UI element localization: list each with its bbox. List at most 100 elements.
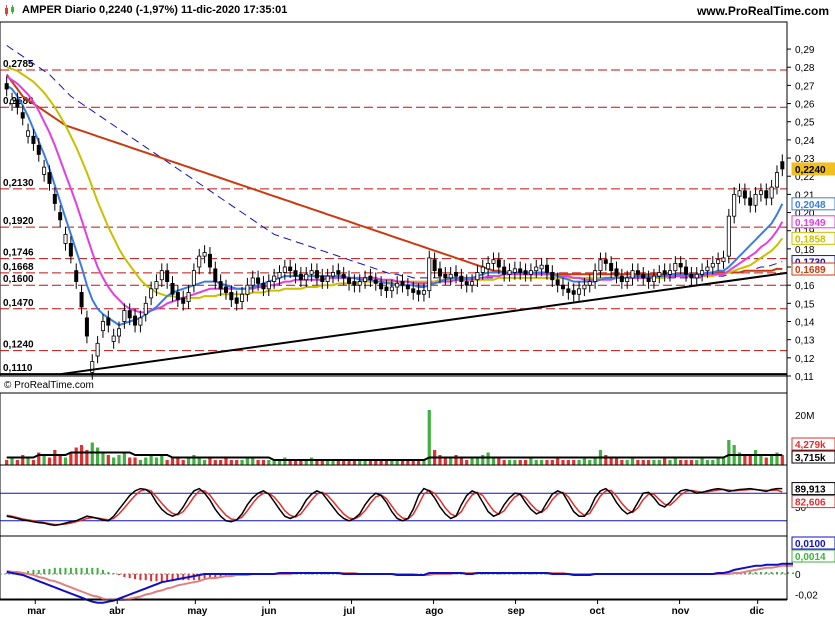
volume-bar (507, 460, 512, 465)
volume-bar (267, 460, 271, 465)
volume-bar (684, 460, 688, 465)
volume-bar (780, 455, 784, 465)
volume-bar (74, 447, 78, 465)
candle (191, 270, 196, 286)
candle (325, 275, 330, 282)
volume-bar (101, 452, 105, 465)
x-tick-label: mar (27, 606, 45, 617)
candle (336, 270, 341, 275)
macd-histogram-bar (540, 574, 543, 575)
macd-histogram-bar (331, 574, 334, 575)
volume-bar (181, 460, 185, 465)
candle (694, 273, 699, 279)
candle (400, 281, 405, 286)
volume-bar (593, 457, 597, 465)
macd-histogram-bar (139, 574, 142, 581)
candle (454, 272, 459, 277)
candle (207, 253, 212, 268)
volume-bar (186, 457, 191, 465)
volume-pane: 20M 4,279k 3,715k (0, 392, 835, 466)
macd-histogram-bar (96, 567, 99, 574)
last-value-badge: 82,606 (795, 498, 826, 509)
price-level-label: 0,2785 (3, 59, 34, 70)
last-value-badge-box (791, 495, 835, 509)
last-value-badge-box (791, 437, 835, 451)
macd-histogram-bar (69, 567, 72, 574)
candle (58, 212, 63, 221)
volume-bar (320, 460, 324, 465)
candle (464, 281, 469, 286)
volume-bar (625, 460, 629, 465)
volume-bar (577, 460, 581, 465)
x-tick-label: nov (672, 606, 690, 617)
candle (363, 277, 368, 282)
volume-bar (42, 455, 46, 465)
price-level-label: 0,1600 (3, 274, 34, 285)
candle (421, 290, 426, 295)
candle (111, 335, 116, 342)
candle (448, 273, 453, 279)
candle (496, 259, 501, 268)
volume-bar (422, 460, 426, 465)
candle (534, 266, 539, 272)
volume-bar (293, 460, 298, 465)
volume-bar (534, 460, 538, 465)
candle (571, 290, 576, 295)
candle (165, 270, 170, 282)
candle (684, 266, 689, 275)
volume-bar (668, 460, 672, 465)
volume-bar (443, 457, 447, 465)
macd-histogram-bar (455, 574, 458, 575)
macd-histogram-bar (230, 574, 233, 577)
macd-histogram-bar (519, 574, 522, 575)
volume-bar (545, 460, 549, 465)
y-tick-label: 0,11 (795, 372, 814, 383)
macd-histogram-bar (150, 574, 153, 582)
volume-bar (224, 457, 228, 465)
x-tick-label: sep (508, 606, 525, 617)
volume-bar (331, 460, 335, 465)
volume-bar (58, 455, 62, 465)
macd-histogram-bar (101, 569, 104, 574)
candle (716, 259, 721, 264)
volume-bar (475, 457, 480, 465)
last-value-badge: 89,913 (795, 485, 826, 496)
last-value-badge-box (791, 162, 835, 176)
candle (667, 270, 672, 275)
volume-bar (79, 445, 84, 465)
volume-bar (31, 460, 36, 465)
x-tick-label: may (187, 606, 207, 617)
candle (197, 255, 202, 268)
candle (651, 275, 656, 282)
candle (646, 277, 651, 282)
volume-bar (235, 460, 239, 465)
volume-bar (502, 460, 506, 465)
volume-bar (673, 457, 677, 465)
candle (774, 172, 779, 188)
macd-histogram-bar (16, 571, 19, 574)
macd-histogram-bar (182, 574, 185, 581)
volume-bar (229, 460, 233, 465)
price-level-label: 0,1470 (3, 298, 34, 309)
candle (726, 215, 731, 257)
volume-bar (63, 457, 68, 465)
macd-histogram-bar (85, 567, 88, 574)
macd-histogram-bar (219, 574, 222, 578)
candle (266, 281, 271, 290)
macd-histogram-bar (299, 574, 302, 575)
volume-bar (368, 460, 373, 465)
macd-histogram-bar (37, 569, 40, 574)
volume-bar (556, 457, 560, 465)
volume-bar (26, 457, 30, 465)
candle (587, 281, 592, 286)
price-pane: 0,27850,25800,21300,19200,17460,16680,16… (0, 21, 835, 383)
volume-bar (277, 460, 282, 465)
volume-bar (641, 460, 645, 465)
candle (213, 268, 218, 282)
price-level-label: 0,1746 (3, 248, 34, 259)
volume-bar (646, 460, 651, 465)
macd-histogram-bar (781, 571, 784, 574)
volume-bar (550, 460, 554, 465)
macd-histogram-bar (176, 574, 179, 581)
